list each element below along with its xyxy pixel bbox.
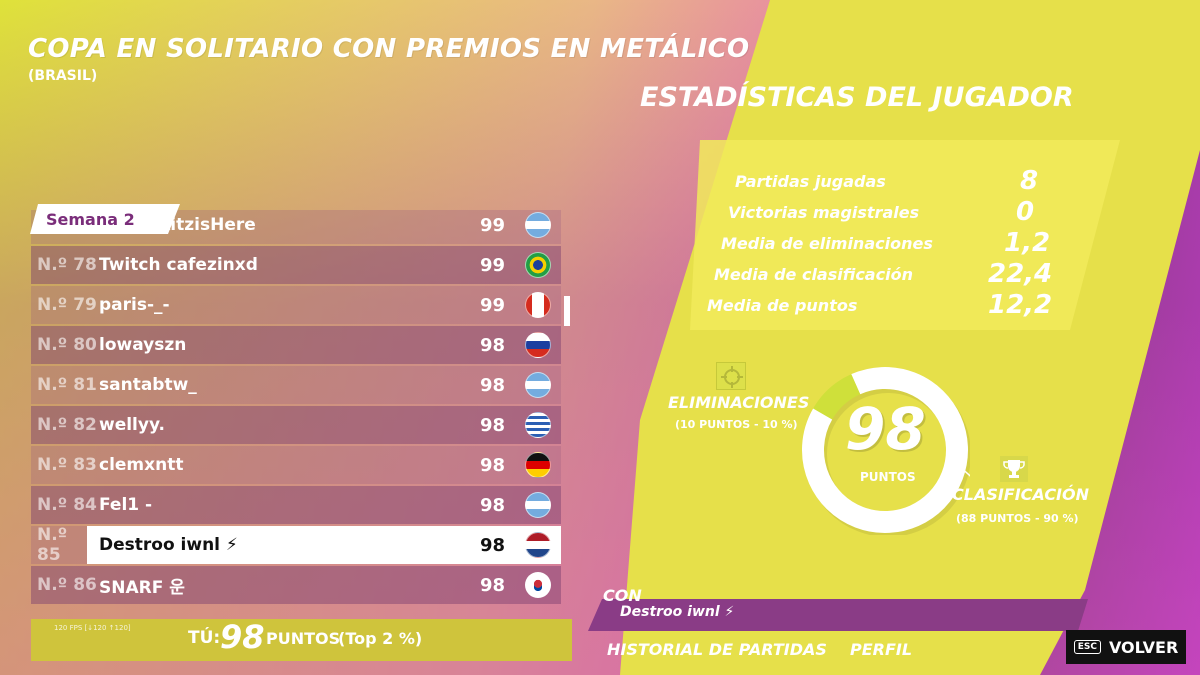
leaderboard-row[interactable]: N.º 82 wellyy. 98 (31, 406, 561, 444)
week-tab[interactable]: Semana 2 (30, 204, 180, 234)
flag-argentina-icon (525, 212, 551, 238)
donut-segment-eliminaciones (802, 367, 968, 533)
row-name: wellyy. (99, 415, 165, 435)
con-bar (588, 599, 1088, 631)
leaderboard-row[interactable]: N.º 81 santabtw_ 98 (31, 366, 561, 404)
you-top-percent: (Top 2 %) (338, 629, 423, 648)
row-points: 99 (479, 254, 505, 276)
row-rank: N.º 86 (37, 575, 97, 595)
row-points: 98 (479, 534, 505, 556)
stat-value: 12,2 (988, 290, 1053, 320)
crosshair-icon (716, 362, 746, 390)
you-points-unit: PUNTOS (266, 629, 341, 648)
stat-label: Media de eliminaciones (721, 234, 933, 253)
flag-netherlands-icon (525, 532, 551, 558)
trophy-icon (1000, 456, 1028, 482)
stat-value: 1,2 (1004, 228, 1051, 258)
stat-value: 0 (1016, 197, 1035, 227)
row-name: paris-_- (99, 295, 170, 315)
row-name: Destroo iwnl ⚡ (99, 535, 238, 555)
leaderboard-row[interactable]: N.º 86 SNARF 운 98 (31, 566, 561, 604)
con-label: CON (603, 586, 642, 605)
row-points: 98 (479, 374, 505, 396)
flag-uruguay-icon (525, 412, 551, 438)
flag-argentina-icon (525, 492, 551, 518)
legend-eliminaciones: ELIMINACIONES (668, 393, 810, 412)
donut-total-points: 98 (845, 395, 926, 463)
row-points: 98 (479, 454, 505, 476)
profile-tab[interactable]: PERFIL (850, 640, 913, 659)
row-points: 98 (479, 574, 505, 596)
row-points: 98 (479, 494, 505, 516)
row-rank: N.º 78 (37, 255, 97, 275)
row-points: 99 (479, 214, 505, 236)
legend-clasificacion: CLASIFICACIÓN (952, 485, 1089, 504)
row-name: Twitch cafezinxd (99, 255, 258, 275)
leaderboard-row[interactable]: N.º 78 Twitch cafezinxd 99 (31, 246, 561, 284)
leaderboard-row-current-player[interactable]: Destroo iwnl ⚡ 98 (87, 526, 561, 564)
you-label: TÚ: (188, 628, 221, 648)
page-subtitle: (BRASIL) (28, 68, 98, 84)
row-rank: N.º 83 (37, 455, 97, 475)
row-rank: N.º 85 (31, 525, 87, 565)
row-points: 98 (479, 414, 505, 436)
leaderboard[interactable]: kitzisHere 99 N.º 78 Twitch cafezinxd 99 N.… (31, 210, 572, 620)
leaderboard-row[interactable]: N.º 80 lowayszn 98 (31, 326, 561, 364)
flag-germany-icon (525, 452, 551, 478)
you-summary-bar (31, 619, 572, 661)
row-name: Fel1 - (99, 495, 153, 515)
row-name: lowayszn (99, 335, 187, 355)
con-player-name: Destroo iwnl ⚡ (620, 604, 735, 620)
back-label: VOLVER (1108, 637, 1179, 657)
stat-label: Media de puntos (707, 296, 858, 315)
row-rank: N.º 80 (37, 335, 97, 355)
stat-label: Media de clasificación (714, 265, 913, 284)
stat-label: Victorias magistrales (728, 203, 920, 222)
row-rank: N.º 84 (37, 495, 97, 515)
row-name: santabtw_ (99, 375, 197, 395)
leaderboard-scrollbar[interactable] (564, 296, 570, 326)
leaderboard-row[interactable]: N.º 79 paris-_- 99 (31, 286, 561, 324)
flag-south-korea-icon (525, 572, 551, 598)
flag-brazil-icon (525, 252, 551, 278)
row-rank: N.º 81 (37, 375, 97, 395)
row-name: kitzisHere (159, 215, 256, 235)
row-name: clemxntt (99, 455, 184, 475)
leaderboard-row[interactable]: N.º 84 Fel1 - 98 (31, 486, 561, 524)
row-rank: N.º 82 (37, 415, 97, 435)
row-name: SNARF 운 (99, 577, 185, 598)
flag-argentina-icon (525, 372, 551, 398)
stat-label: Partidas jugadas (735, 172, 886, 191)
stats-title: ESTADÍSTICAS DEL JUGADOR (640, 82, 1074, 113)
row-points: 99 (479, 294, 505, 316)
you-points: 98 (220, 618, 265, 656)
legend-eliminaciones-sub: (10 PUNTOS - 10 %) (675, 418, 798, 431)
page-title: COPA EN SOLITARIO CON PREMIOS EN METÁLIC… (28, 34, 750, 64)
points-donut-chart (802, 367, 970, 535)
donut-unit: PUNTOS (860, 470, 916, 484)
stat-value: 22,4 (988, 259, 1053, 289)
row-points: 98 (479, 334, 505, 356)
leaderboard-row-partial[interactable]: kitzisHere 99 (31, 210, 561, 244)
flag-canada-icon (525, 292, 551, 318)
flag-russia-icon (525, 332, 551, 358)
stat-value: 8 (1020, 166, 1039, 196)
legend-clasificacion-sub: (88 PUNTOS - 90 %) (956, 512, 1079, 525)
row-rank: N.º 79 (37, 295, 97, 315)
back-button[interactable]: ESC VOLVER (1066, 630, 1186, 664)
match-history-tab[interactable]: HISTORIAL DE PARTIDAS (607, 640, 827, 659)
esc-key-icon: ESC (1073, 640, 1101, 654)
fps-counter: 120 FPS [↓120 ↑120] (54, 624, 131, 632)
leaderboard-row[interactable]: N.º 83 clemxntt 98 (31, 446, 561, 484)
